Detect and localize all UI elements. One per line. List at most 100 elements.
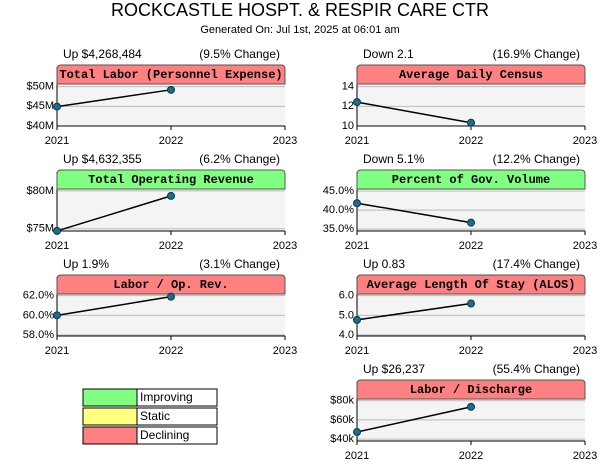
x-tick-label: 2023 [573,450,597,462]
data-line [56,295,172,317]
title-box [356,169,586,190]
data-point [467,218,475,227]
legend-label: Improving [140,390,193,404]
x-tick-label: 2022 [159,240,183,252]
percent-label: (6.2% Change) [199,152,280,166]
panel-title: Total Operating Revenue [88,173,254,187]
data-point [467,299,475,308]
data-point [353,428,361,437]
y-tick-label: $80M [26,185,54,197]
data-line [356,101,472,124]
x-tick-label: 2021 [345,450,369,462]
change-label: Up 1.9% [63,257,109,271]
data-point [353,315,361,324]
x-tick-label: 2021 [45,240,69,252]
y-tick-label: 6.0 [339,290,354,302]
panel-title: Average Length Of Stay (ALOS) [367,278,576,292]
y-tick-label: 62.0% [23,290,54,302]
y-tick-label: 14 [342,81,354,93]
title-box [56,274,286,295]
legend-swatch [82,388,138,407]
page-title: ROCKCASTLE HOSPT. & RESPIR CARE CTR [111,0,489,20]
y-tick-label: 35.0% [323,223,354,235]
data-line [356,406,472,433]
y-tick-label: $40k [330,433,354,445]
y-tick-label: 58.0% [23,329,54,341]
y-tick-label: $50M [26,81,54,93]
change-label: Up $4,632,355 [63,152,142,166]
data-line [56,195,172,232]
title-box [356,379,586,400]
y-tick-label: $60k [330,414,354,426]
x-tick-label: 2021 [345,135,369,147]
panel-title: Percent of Gov. Volume [392,173,550,187]
percent-label: (3.1% Change) [199,257,280,271]
y-tick-label: $45M [26,100,54,112]
legend-swatch [82,426,138,445]
x-tick-label: 2023 [573,135,597,147]
x-tick-label: 2023 [273,135,297,147]
data-point [53,311,61,320]
data-line [56,89,172,108]
panel-title: Labor / Discharge [410,383,532,397]
title-box [356,274,586,295]
x-tick-label: 2021 [345,240,369,252]
legend-label-box [136,426,218,445]
data-point [167,191,175,200]
y-tick-label: 12 [342,100,354,112]
x-tick-label: 2021 [45,345,69,357]
data-point [353,199,361,208]
y-tick-label: 45.0% [323,185,354,197]
x-tick-label: 2022 [159,345,183,357]
data-point [353,98,361,107]
y-tick-label: 5.0 [339,309,354,321]
data-point [467,118,475,127]
percent-label: (9.5% Change) [199,47,280,61]
data-point [467,402,475,411]
percent-label: (16.9% Change) [493,47,580,61]
change-label: Up $4,268,484 [63,47,142,61]
generated-date: Generated On: Jul 1st, 2025 at 06:01 am [200,24,399,36]
title-box [56,64,286,85]
change-label: Down 2.1 [363,47,414,61]
x-tick-label: 2022 [459,240,483,252]
x-tick-label: 2022 [159,135,183,147]
legend-label: Declining [140,428,189,442]
data-line [356,302,472,321]
title-box [56,169,286,190]
y-tick-label: $80k [330,395,354,407]
y-tick-label: $75M [26,223,54,235]
x-tick-label: 2022 [459,345,483,357]
y-tick-label: 60.0% [23,309,54,321]
panel-title: Total Labor (Personnel Expense) [59,68,282,82]
x-tick-label: 2021 [345,345,369,357]
y-tick-label: $40M [26,120,54,132]
panel-title: Labor / Op. Rev. [113,278,228,292]
x-tick-label: 2022 [459,135,483,147]
data-point [167,292,175,301]
x-tick-label: 2023 [273,240,297,252]
x-tick-label: 2023 [273,345,297,357]
x-tick-label: 2021 [45,135,69,147]
panel-title: Average Daily Census [399,68,543,82]
legend-label-box [136,388,218,407]
x-tick-label: 2023 [573,345,597,357]
data-point [53,226,61,235]
change-label: Down 5.1% [363,152,425,166]
legend-swatch [82,407,138,426]
x-tick-label: 2023 [573,240,597,252]
y-tick-label: 10 [342,120,354,132]
data-point [167,85,175,94]
data-point [53,102,61,111]
change-label: Up $26,237 [363,362,425,376]
legend-label-box [136,407,218,426]
y-tick-label: 4.0 [339,329,354,341]
change-label: Up 0.83 [363,257,405,271]
legend-label: Static [140,409,170,423]
data-line [356,202,472,224]
percent-label: (55.4% Change) [493,362,580,376]
y-tick-label: 40.0% [323,204,354,216]
title-box [356,64,586,85]
x-tick-label: 2022 [459,450,483,462]
